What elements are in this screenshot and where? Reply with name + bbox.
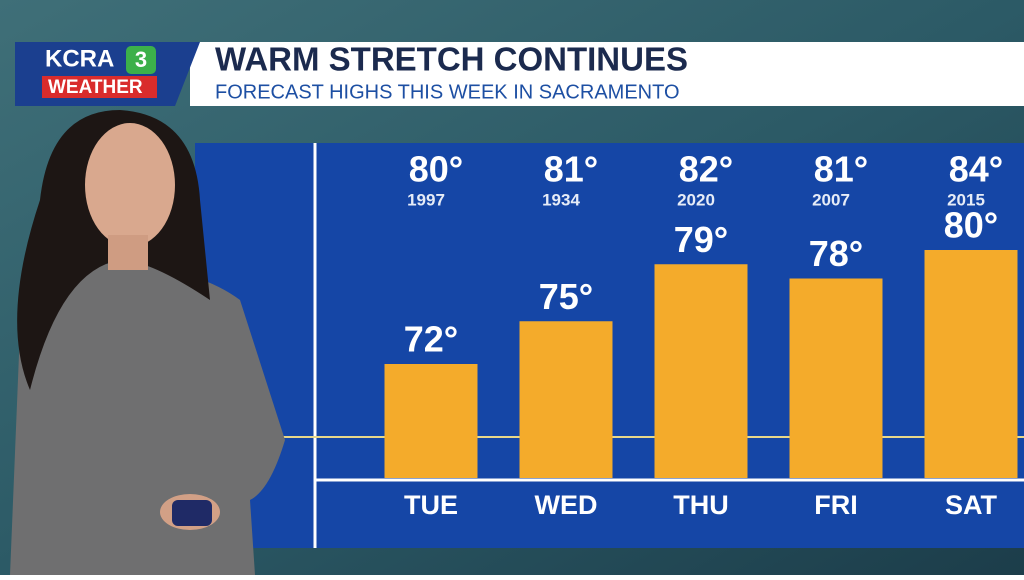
x-tick-label: TUE: [404, 490, 458, 520]
x-tick-label: WED: [535, 490, 598, 520]
brand-badge: [42, 76, 157, 98]
value-label: 75°: [539, 276, 593, 317]
record-high: 80°: [409, 149, 463, 190]
channel-badge: [126, 46, 156, 74]
bar: [519, 321, 613, 478]
channel-number: 3: [135, 47, 147, 72]
bar: [789, 278, 883, 478]
record-high: 81°: [814, 149, 868, 190]
record-year: 1934: [542, 190, 580, 209]
bar: [384, 364, 478, 478]
record-year: 2020: [677, 190, 715, 209]
record-year: 1997: [407, 190, 445, 209]
record-year: 2015: [947, 190, 985, 209]
bar: [654, 264, 748, 478]
value-label: 80°: [944, 205, 998, 246]
value-label: 78°: [809, 233, 863, 274]
header-banner: [190, 42, 1024, 106]
chart-subtitle: FORECAST HIGHS THIS WEEK IN SACRAMENTO: [215, 81, 680, 103]
brand: WEATHER: [48, 77, 143, 98]
station-name: KCRA: [45, 45, 114, 72]
value-label: 79°: [674, 219, 728, 260]
record-high: 82°: [679, 149, 733, 190]
value-label: 72°: [404, 319, 458, 360]
x-tick-label: THU: [673, 490, 729, 520]
record-high: 84°: [949, 149, 1003, 190]
record-high: 81°: [544, 149, 598, 190]
x-tick-label: FRI: [814, 490, 858, 520]
x-tick-label: SAT: [945, 490, 998, 520]
chart-title: WARM STRETCH CONTINUES: [215, 41, 688, 78]
bar: [924, 250, 1018, 478]
presenter: [10, 110, 285, 575]
record-year: 2007: [812, 190, 850, 209]
